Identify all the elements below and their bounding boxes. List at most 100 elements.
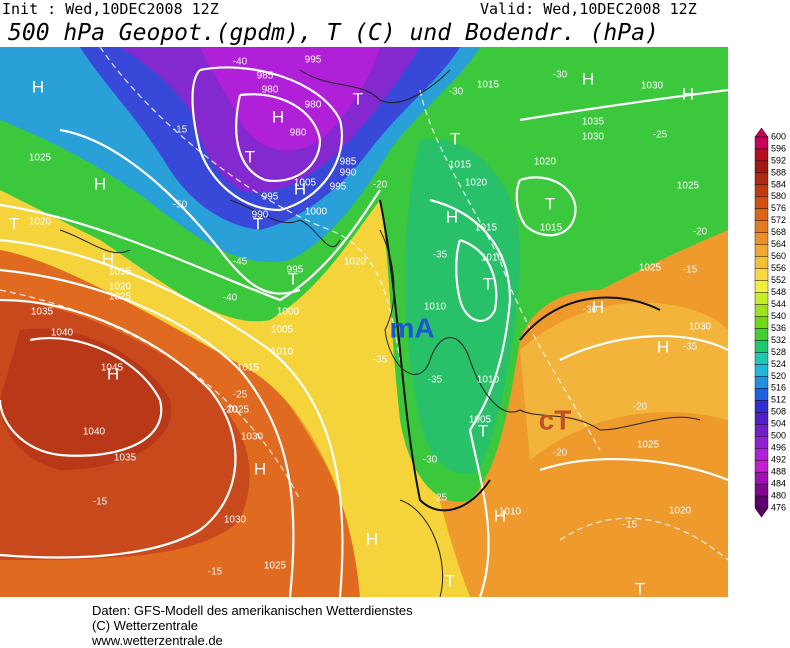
temperature-label: -15: [93, 497, 108, 508]
legend-swatch: [754, 376, 769, 389]
legend-label: 548: [771, 287, 786, 297]
legend-swatch: [754, 148, 769, 162]
temperature-label: -35: [433, 250, 448, 261]
isobar-label: 1035: [114, 453, 137, 464]
legend-swatch: [754, 304, 769, 317]
legend-label: 476: [771, 502, 786, 512]
legend-swatch: [754, 495, 769, 509]
temperature-label: -20: [693, 227, 708, 238]
temperature-label: -25: [653, 130, 668, 141]
legend-swatch: [754, 483, 769, 497]
legend-swatch: [754, 136, 769, 150]
legend-label: 480: [771, 490, 786, 500]
isobar-label: 990: [252, 210, 269, 221]
legend-swatch: [754, 328, 769, 341]
map-title: 500 hPa Geopot.(gpdm), T (C) und Bodendr…: [8, 20, 659, 46]
pressure-center: T: [478, 421, 488, 440]
pressure-center: H: [294, 179, 306, 198]
legend-swatch: [754, 208, 769, 221]
legend-swatch: [754, 184, 769, 198]
legend-label: 488: [771, 467, 786, 477]
legend-label: 596: [771, 143, 786, 153]
isobar-label: 1005: [294, 178, 317, 189]
temperature-label: -15: [623, 520, 638, 531]
pressure-center: T: [245, 147, 255, 166]
temperature-label: -35: [683, 342, 698, 353]
legend-label: 516: [771, 383, 786, 393]
legend-swatch: [754, 459, 769, 473]
map-labels: H T H T H T H T H T T H T H H T H H H T H H H T TmA cT 1035 1040 104…: [9, 55, 712, 599]
temperature-label: -15: [173, 125, 188, 136]
legend-label: 564: [771, 239, 786, 249]
legend-label: 532: [771, 335, 786, 345]
legend-swatch: [754, 172, 769, 186]
pressure-center: T: [635, 579, 645, 598]
temperature-label: -30: [423, 455, 438, 466]
legend-swatch: [754, 160, 769, 174]
isobar-label: 1030: [689, 322, 712, 333]
isobar-label: 1025: [637, 440, 660, 451]
isobar-label: 1010: [271, 347, 294, 358]
legend-label: 584: [771, 179, 786, 189]
temperature-label: -20: [553, 448, 568, 459]
isobar-label: 1005: [271, 325, 294, 336]
pressure-center: H: [272, 107, 284, 126]
footer-line: Daten: GFS-Modell des amerikanischen Wet…: [92, 603, 413, 618]
isobar-label: 1020: [669, 506, 692, 517]
legend-swatch: [754, 316, 769, 329]
air-mass-label: mA: [389, 312, 434, 343]
isobar-label: 1010: [477, 375, 500, 386]
legend-swatch: [754, 400, 769, 413]
pressure-center: T: [253, 214, 263, 233]
isobar-label: 980: [290, 128, 307, 139]
legend-swatch: [754, 292, 769, 305]
isobar-label: 980: [305, 100, 322, 111]
isobar-label: 1025: [677, 181, 700, 192]
temperature-label: -30: [583, 305, 598, 316]
isobar-label: 1020: [534, 157, 557, 168]
legend-swatch: [754, 340, 769, 353]
footer-line: (C) Wetterzentrale: [92, 618, 198, 633]
temperature-label: -35: [428, 375, 443, 386]
legend-swatch: [754, 412, 769, 425]
temperature-label: -25: [433, 493, 448, 504]
legend-arrow: [754, 507, 769, 518]
valid-time: Valid: Wed,10DEC2008 12Z: [480, 0, 697, 18]
temperature-label: -30: [553, 70, 568, 81]
isobar-label: 1015: [109, 267, 132, 278]
init-time: Init : Wed,10DEC2008 12Z: [2, 0, 219, 18]
isobar-label: 1005: [469, 415, 492, 426]
legend-label: 496: [771, 443, 786, 453]
legend-label: 560: [771, 251, 786, 261]
isobar-label: 1025: [639, 263, 662, 274]
isobar-label: 1015: [540, 223, 563, 234]
isobar-label: 1040: [51, 328, 74, 339]
color-legend: 600 596 592 588 584 580 576 572 568 564 560 556 552 5…: [754, 127, 786, 518]
isobar-label: 1000: [305, 207, 328, 218]
temperature-label: -20: [223, 405, 238, 416]
legend-label: 588: [771, 167, 786, 177]
pressure-center: T: [9, 214, 19, 233]
temperature-label: -20: [373, 180, 388, 191]
legend-swatch: [754, 196, 769, 210]
legend-label: 576: [771, 203, 786, 213]
pressure-center: T: [445, 571, 455, 590]
isobar-label: 1030: [241, 432, 264, 443]
isobar-label: 995: [305, 55, 322, 66]
isobar-label: 1035: [582, 117, 605, 128]
isobar-label: 1000: [277, 307, 300, 318]
isobar-label: 1010: [499, 507, 522, 518]
pressure-center: T: [483, 274, 493, 293]
isobar-label: 1025: [264, 561, 287, 572]
pressure-center: H: [94, 174, 106, 193]
temperature-label: -15: [683, 265, 698, 276]
legend-swatch: [754, 448, 769, 461]
legend-label: 580: [771, 191, 786, 201]
isobar-label: 1030: [582, 132, 605, 143]
legend-label: 552: [771, 275, 786, 285]
legend-swatch: [754, 352, 769, 365]
isobar-label: 1025: [109, 292, 132, 303]
legend-swatch: [754, 232, 769, 245]
isobar-label: 1010: [481, 253, 504, 264]
